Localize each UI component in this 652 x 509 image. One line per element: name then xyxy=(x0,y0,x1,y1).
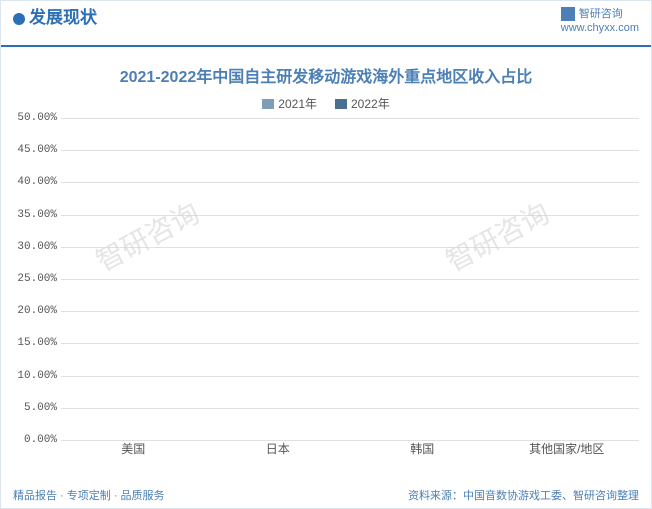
legend-swatch xyxy=(335,99,347,109)
brand-url: www.chyxx.com xyxy=(561,21,639,35)
bars-container xyxy=(61,118,639,440)
y-tick-label: 10.00% xyxy=(5,370,57,382)
y-tick-label: 5.00% xyxy=(5,402,57,414)
x-axis: 美国日本韩国其他国家/地区 xyxy=(61,440,639,458)
y-tick-label: 25.00% xyxy=(5,273,57,285)
legend-label: 2022年 xyxy=(351,95,390,112)
header-bullet-icon xyxy=(13,13,25,25)
y-tick-label: 45.00% xyxy=(5,144,57,156)
footer-right: 资料来源：中国音数协游戏工委、智研咨询整理 xyxy=(408,487,639,503)
footer: 精品报告 · 专项定制 · 品质服务 资料来源：中国音数协游戏工委、智研咨询整理 xyxy=(1,482,651,508)
chart-card: 发展现状 Development status 智研咨询 www.chyxx.c… xyxy=(0,0,652,509)
header-zh-title: 发展现状 xyxy=(29,9,651,26)
x-tick-label: 其他国家/地区 xyxy=(500,440,633,458)
brand-name: 智研咨询 xyxy=(579,7,623,21)
legend: 2021年 2022年 xyxy=(1,95,651,112)
footer-left: 精品报告 · 专项定制 · 品质服务 xyxy=(13,487,165,503)
y-tick-label: 30.00% xyxy=(5,241,57,253)
brand-block: 智研咨询 www.chyxx.com xyxy=(561,7,639,36)
x-tick-label: 美国 xyxy=(67,440,200,458)
y-tick-label: 50.00% xyxy=(5,112,57,124)
legend-swatch xyxy=(262,99,274,109)
y-tick-label: 15.00% xyxy=(5,337,57,349)
legend-item: 2021年 xyxy=(262,95,317,112)
legend-label: 2021年 xyxy=(278,95,317,112)
x-tick-label: 韩国 xyxy=(356,440,489,458)
chart-area: 0.00%5.00%10.00%15.00%20.00%25.00%30.00%… xyxy=(61,118,639,458)
y-tick-label: 35.00% xyxy=(5,209,57,221)
chart-title: 2021-2022年中国自主研发移动游戏海外重点地区收入占比 xyxy=(1,63,651,87)
y-tick-label: 20.00% xyxy=(5,305,57,317)
y-tick-label: 0.00% xyxy=(5,434,57,446)
brand-icon xyxy=(561,7,575,21)
header: 发展现状 Development status 智研咨询 www.chyxx.c… xyxy=(1,1,651,47)
header-underline xyxy=(1,45,651,47)
legend-item: 2022年 xyxy=(335,95,390,112)
x-tick-label: 日本 xyxy=(211,440,344,458)
y-tick-label: 40.00% xyxy=(5,176,57,188)
